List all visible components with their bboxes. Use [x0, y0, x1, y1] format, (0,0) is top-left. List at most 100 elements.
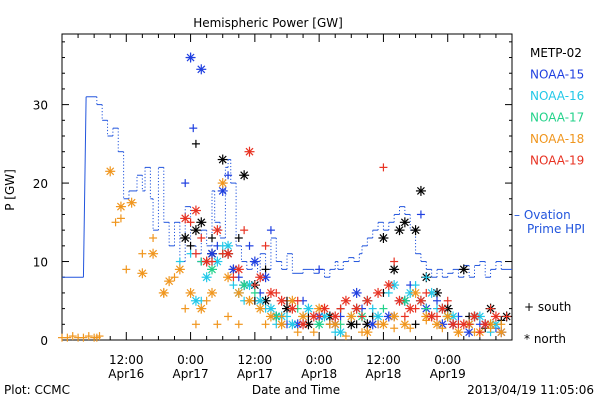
- south-point: [293, 296, 302, 305]
- north-point: [351, 287, 362, 298]
- south-point: [191, 320, 200, 329]
- legend-item-noaa-15: NOAA-15: [530, 68, 584, 82]
- north-point: [415, 185, 426, 196]
- x-axis-label: Date and Time: [252, 383, 340, 397]
- south-point: [208, 234, 216, 242]
- chart-title: Hemispheric Power [GW]: [193, 16, 343, 30]
- north-point: [201, 256, 212, 267]
- legend-item-noaa-17: NOAA-17: [530, 111, 584, 125]
- south-point: [266, 226, 275, 235]
- north-point: [207, 248, 217, 259]
- south-point: [497, 320, 506, 329]
- north-point: [496, 327, 507, 338]
- north-point: [233, 287, 244, 298]
- north-point: [196, 303, 207, 314]
- north-point: [437, 303, 448, 314]
- y-tick-label: 20: [33, 177, 48, 191]
- north-point: [373, 287, 384, 298]
- north-point: [148, 248, 159, 259]
- north-point: [244, 146, 255, 157]
- south-point: [261, 265, 270, 274]
- legend-north-marker: * north: [524, 332, 566, 346]
- south-point: [189, 124, 198, 133]
- south-point: [379, 304, 388, 313]
- north-point: [255, 272, 266, 283]
- south-point: [336, 304, 345, 313]
- north-point: [410, 287, 421, 298]
- x-tick-label-time: 12:00: [109, 353, 144, 367]
- north-point: [265, 287, 276, 298]
- south-point: [181, 304, 190, 313]
- north-point: [399, 217, 410, 228]
- north-point: [255, 303, 266, 314]
- south-point: [309, 328, 318, 337]
- south-point: [390, 257, 399, 266]
- north-point: [432, 319, 442, 330]
- south-point: [411, 320, 420, 329]
- south-point: [111, 218, 120, 227]
- north-point: [239, 170, 250, 181]
- north-point: [180, 213, 191, 224]
- south-point: [224, 171, 233, 180]
- x-tick-label-time: 12:00: [238, 353, 273, 367]
- ovation-layer: [62, 96, 512, 278]
- south-point: [433, 296, 441, 305]
- north-point: [212, 225, 223, 236]
- south-point: [443, 296, 452, 305]
- north-point: [126, 197, 137, 208]
- north-point: [287, 319, 298, 330]
- north-point: [201, 272, 212, 283]
- north-point: [174, 264, 185, 275]
- south-point: [368, 304, 377, 313]
- north-point: [480, 319, 491, 330]
- south-point: [79, 333, 88, 342]
- south-point: [438, 324, 447, 333]
- north-point: [196, 217, 207, 228]
- north-point: [249, 256, 260, 267]
- north-point: [298, 319, 309, 330]
- legend-ovation-line1: – Ovation: [514, 208, 571, 222]
- x-tick-label-date: Apr17: [237, 367, 273, 381]
- x-axis: 12:00Apr160:00Apr1712:00Apr170:00Apr1812…: [77, 34, 497, 381]
- x-tick-label-time: 0:00: [306, 353, 333, 367]
- south-point: [170, 273, 179, 282]
- north-point: [105, 166, 116, 177]
- north-point: [335, 327, 346, 338]
- legend-item-noaa-18: NOAA-18: [530, 132, 584, 146]
- south-point: [191, 249, 200, 258]
- north-point: [394, 225, 405, 236]
- footer-timestamp: 2013/04/19 11:05:06: [467, 383, 594, 397]
- south-point: [422, 304, 431, 313]
- south-point: [502, 312, 511, 321]
- x-tick-label-date: Apr18: [365, 367, 401, 381]
- south-point: [486, 304, 495, 313]
- north-point: [190, 295, 201, 306]
- north-point: [389, 264, 400, 275]
- south-point: [358, 312, 366, 321]
- south-point: [229, 273, 238, 282]
- south-point: [122, 265, 131, 274]
- south-point: [175, 257, 184, 266]
- north-point: [410, 225, 421, 236]
- north-point: [448, 319, 459, 330]
- plot-frame: [61, 33, 513, 341]
- south-point: [202, 296, 211, 305]
- legend-item-noaa-19: NOAA-19: [530, 154, 584, 168]
- south-point: [261, 320, 270, 329]
- x-tick-label-date: Apr19: [430, 367, 466, 381]
- north-point: [244, 295, 255, 306]
- north-point: [137, 268, 148, 279]
- north-point: [314, 319, 325, 330]
- south-point: [240, 226, 249, 235]
- north-point: [346, 311, 357, 322]
- legend-south-marker: + south: [524, 300, 571, 314]
- north-point: [265, 303, 276, 314]
- north-point: [190, 225, 201, 236]
- south-point: [261, 241, 270, 250]
- north-point: [303, 303, 314, 314]
- south-point: [406, 324, 415, 333]
- north-point: [217, 178, 228, 189]
- north-point: [308, 311, 319, 322]
- north-point: [405, 303, 416, 314]
- south-point: [390, 324, 399, 333]
